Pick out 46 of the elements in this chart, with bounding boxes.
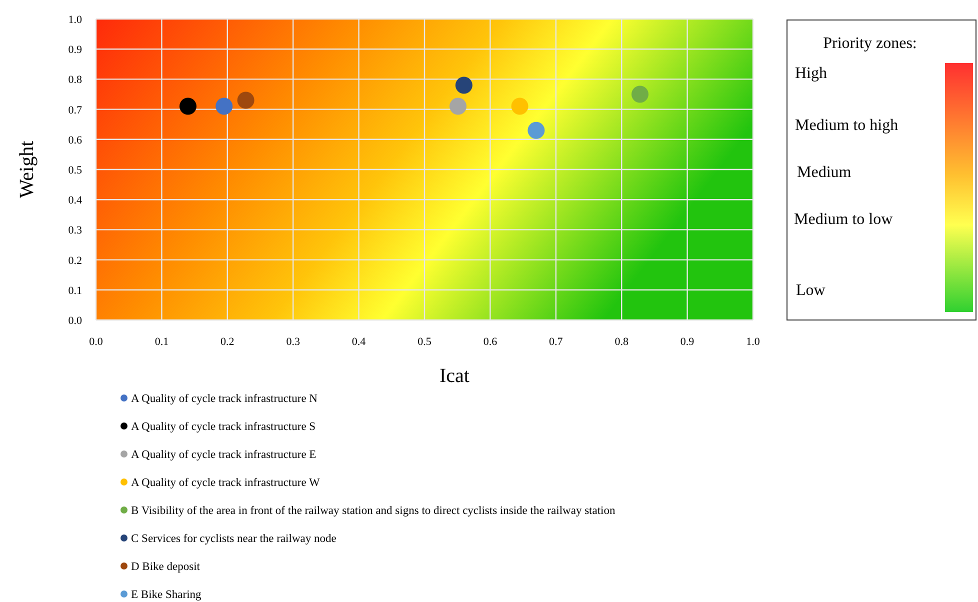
y-tick-label: 0.3 (68, 224, 82, 237)
y-tick-label: 0.6 (68, 134, 82, 146)
y-tick-label: 0.0 (68, 315, 82, 327)
y-tick-label: 0.4 (68, 194, 82, 207)
x-tick-label: 0.7 (549, 336, 564, 348)
text: Medium (797, 164, 852, 181)
y-tick-label: 0.2 (68, 254, 82, 267)
x-tick-label: 0.8 (614, 336, 629, 348)
legend-label: E Bike Sharing (131, 589, 202, 601)
text: Priority zones: (823, 35, 917, 52)
legend-label: B Visibility of the area in front of the railway station and signs to direct cyclists inside the railway station (131, 505, 616, 517)
y-tick-label: 0.1 (68, 284, 82, 297)
x-tick-label: 1.0 (746, 336, 760, 348)
y-tick-label: 1.0 (68, 14, 82, 26)
x-tick-label: 0.5 (418, 336, 432, 348)
y-tick-label: 0.9 (68, 44, 82, 56)
x-tick-label: 0.6 (483, 336, 498, 348)
x-axis-title: Icat (440, 365, 470, 387)
point (511, 98, 528, 115)
legend-label: A Quality of cycle track infrastructure S (131, 421, 316, 433)
x-tick-label: 0.0 (89, 336, 104, 348)
x-tick-label: 0.2 (220, 336, 234, 348)
y-tick-label: 0.5 (68, 164, 82, 176)
x-tick-label: 0.9 (680, 336, 695, 348)
y-axis-title: Weight (16, 140, 38, 198)
point (528, 122, 545, 139)
legend-label: C Services for cyclists near the railway node (131, 533, 336, 545)
text: Low (796, 282, 826, 299)
x-tick-label: 0.3 (286, 336, 300, 348)
legend-label: A Quality of cycle track infrastructure E (131, 449, 316, 461)
text: Medium to high (795, 117, 898, 134)
text: High (795, 65, 827, 82)
point (216, 98, 233, 115)
legend-label: D Bike deposit (131, 561, 201, 573)
point (455, 76, 472, 94)
y-tick-label: 0.8 (68, 74, 82, 86)
point (237, 92, 254, 109)
x-tick-label: 0.1 (154, 336, 169, 348)
x-tick-label: 0.4 (352, 336, 366, 348)
legend-label: A Quality of cycle track infrastructure N (131, 393, 318, 405)
y-tick-label: 0.7 (68, 104, 82, 116)
legend-label: A Quality of cycle track infrastructure W (131, 477, 320, 489)
point (631, 86, 648, 103)
text: Medium to low (794, 211, 894, 228)
point (179, 98, 196, 115)
point (450, 98, 467, 115)
